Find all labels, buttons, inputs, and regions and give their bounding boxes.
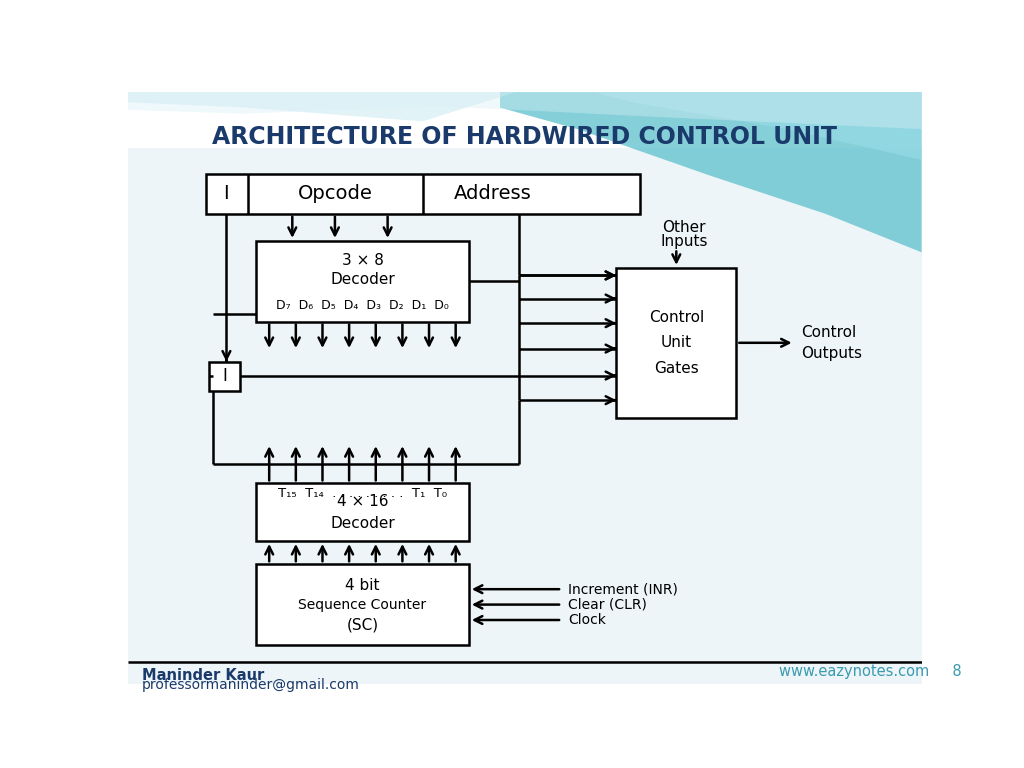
Text: Sequence Counter: Sequence Counter <box>298 598 427 611</box>
Text: T₁₅  T₁₄  . . . . . . . . .  T₁  T₀: T₁₅ T₁₄ . . . . . . . . . T₁ T₀ <box>278 487 447 500</box>
Text: Control: Control <box>648 310 703 325</box>
FancyBboxPatch shape <box>128 148 922 684</box>
Text: I: I <box>223 184 229 204</box>
Text: 3 × 8: 3 × 8 <box>341 253 383 269</box>
FancyBboxPatch shape <box>209 362 241 391</box>
Text: Clear (CLR): Clear (CLR) <box>568 598 647 611</box>
Text: Maninder Kaur: Maninder Kaur <box>142 668 264 683</box>
Text: Unit: Unit <box>660 336 692 350</box>
Text: Clock: Clock <box>568 613 606 627</box>
Text: I: I <box>222 367 227 386</box>
Text: Increment (INR): Increment (INR) <box>568 582 678 596</box>
Text: Decoder: Decoder <box>330 272 395 287</box>
Text: Control: Control <box>801 325 856 339</box>
Text: Decoder: Decoder <box>330 516 395 531</box>
FancyBboxPatch shape <box>256 241 469 322</box>
Polygon shape <box>128 92 515 121</box>
FancyBboxPatch shape <box>206 174 640 214</box>
Text: Opcode: Opcode <box>298 184 373 204</box>
Text: (SC): (SC) <box>346 617 379 632</box>
Text: D₇  D₆  D₅  D₄  D₃  D₂  D₁  D₀: D₇ D₆ D₅ D₄ D₃ D₂ D₁ D₀ <box>276 299 449 312</box>
Text: ARCHITECTURE OF HARDWIRED CONTROL UNIT: ARCHITECTURE OF HARDWIRED CONTROL UNIT <box>212 125 838 149</box>
Text: Gates: Gates <box>654 361 698 376</box>
Text: www.eazynotes.com     8: www.eazynotes.com 8 <box>779 664 962 680</box>
Text: Outputs: Outputs <box>801 346 862 361</box>
Text: Other: Other <box>663 220 706 235</box>
FancyBboxPatch shape <box>256 564 469 645</box>
FancyBboxPatch shape <box>616 268 736 418</box>
FancyBboxPatch shape <box>256 483 469 541</box>
Polygon shape <box>128 92 922 129</box>
Text: professormaninder@gmail.com: professormaninder@gmail.com <box>142 678 359 692</box>
Text: 4 bit: 4 bit <box>345 578 380 594</box>
Polygon shape <box>593 92 922 160</box>
Text: Address: Address <box>454 184 531 204</box>
Polygon shape <box>500 92 922 253</box>
Text: Inputs: Inputs <box>660 234 708 249</box>
Text: 4 × 16: 4 × 16 <box>337 495 388 509</box>
